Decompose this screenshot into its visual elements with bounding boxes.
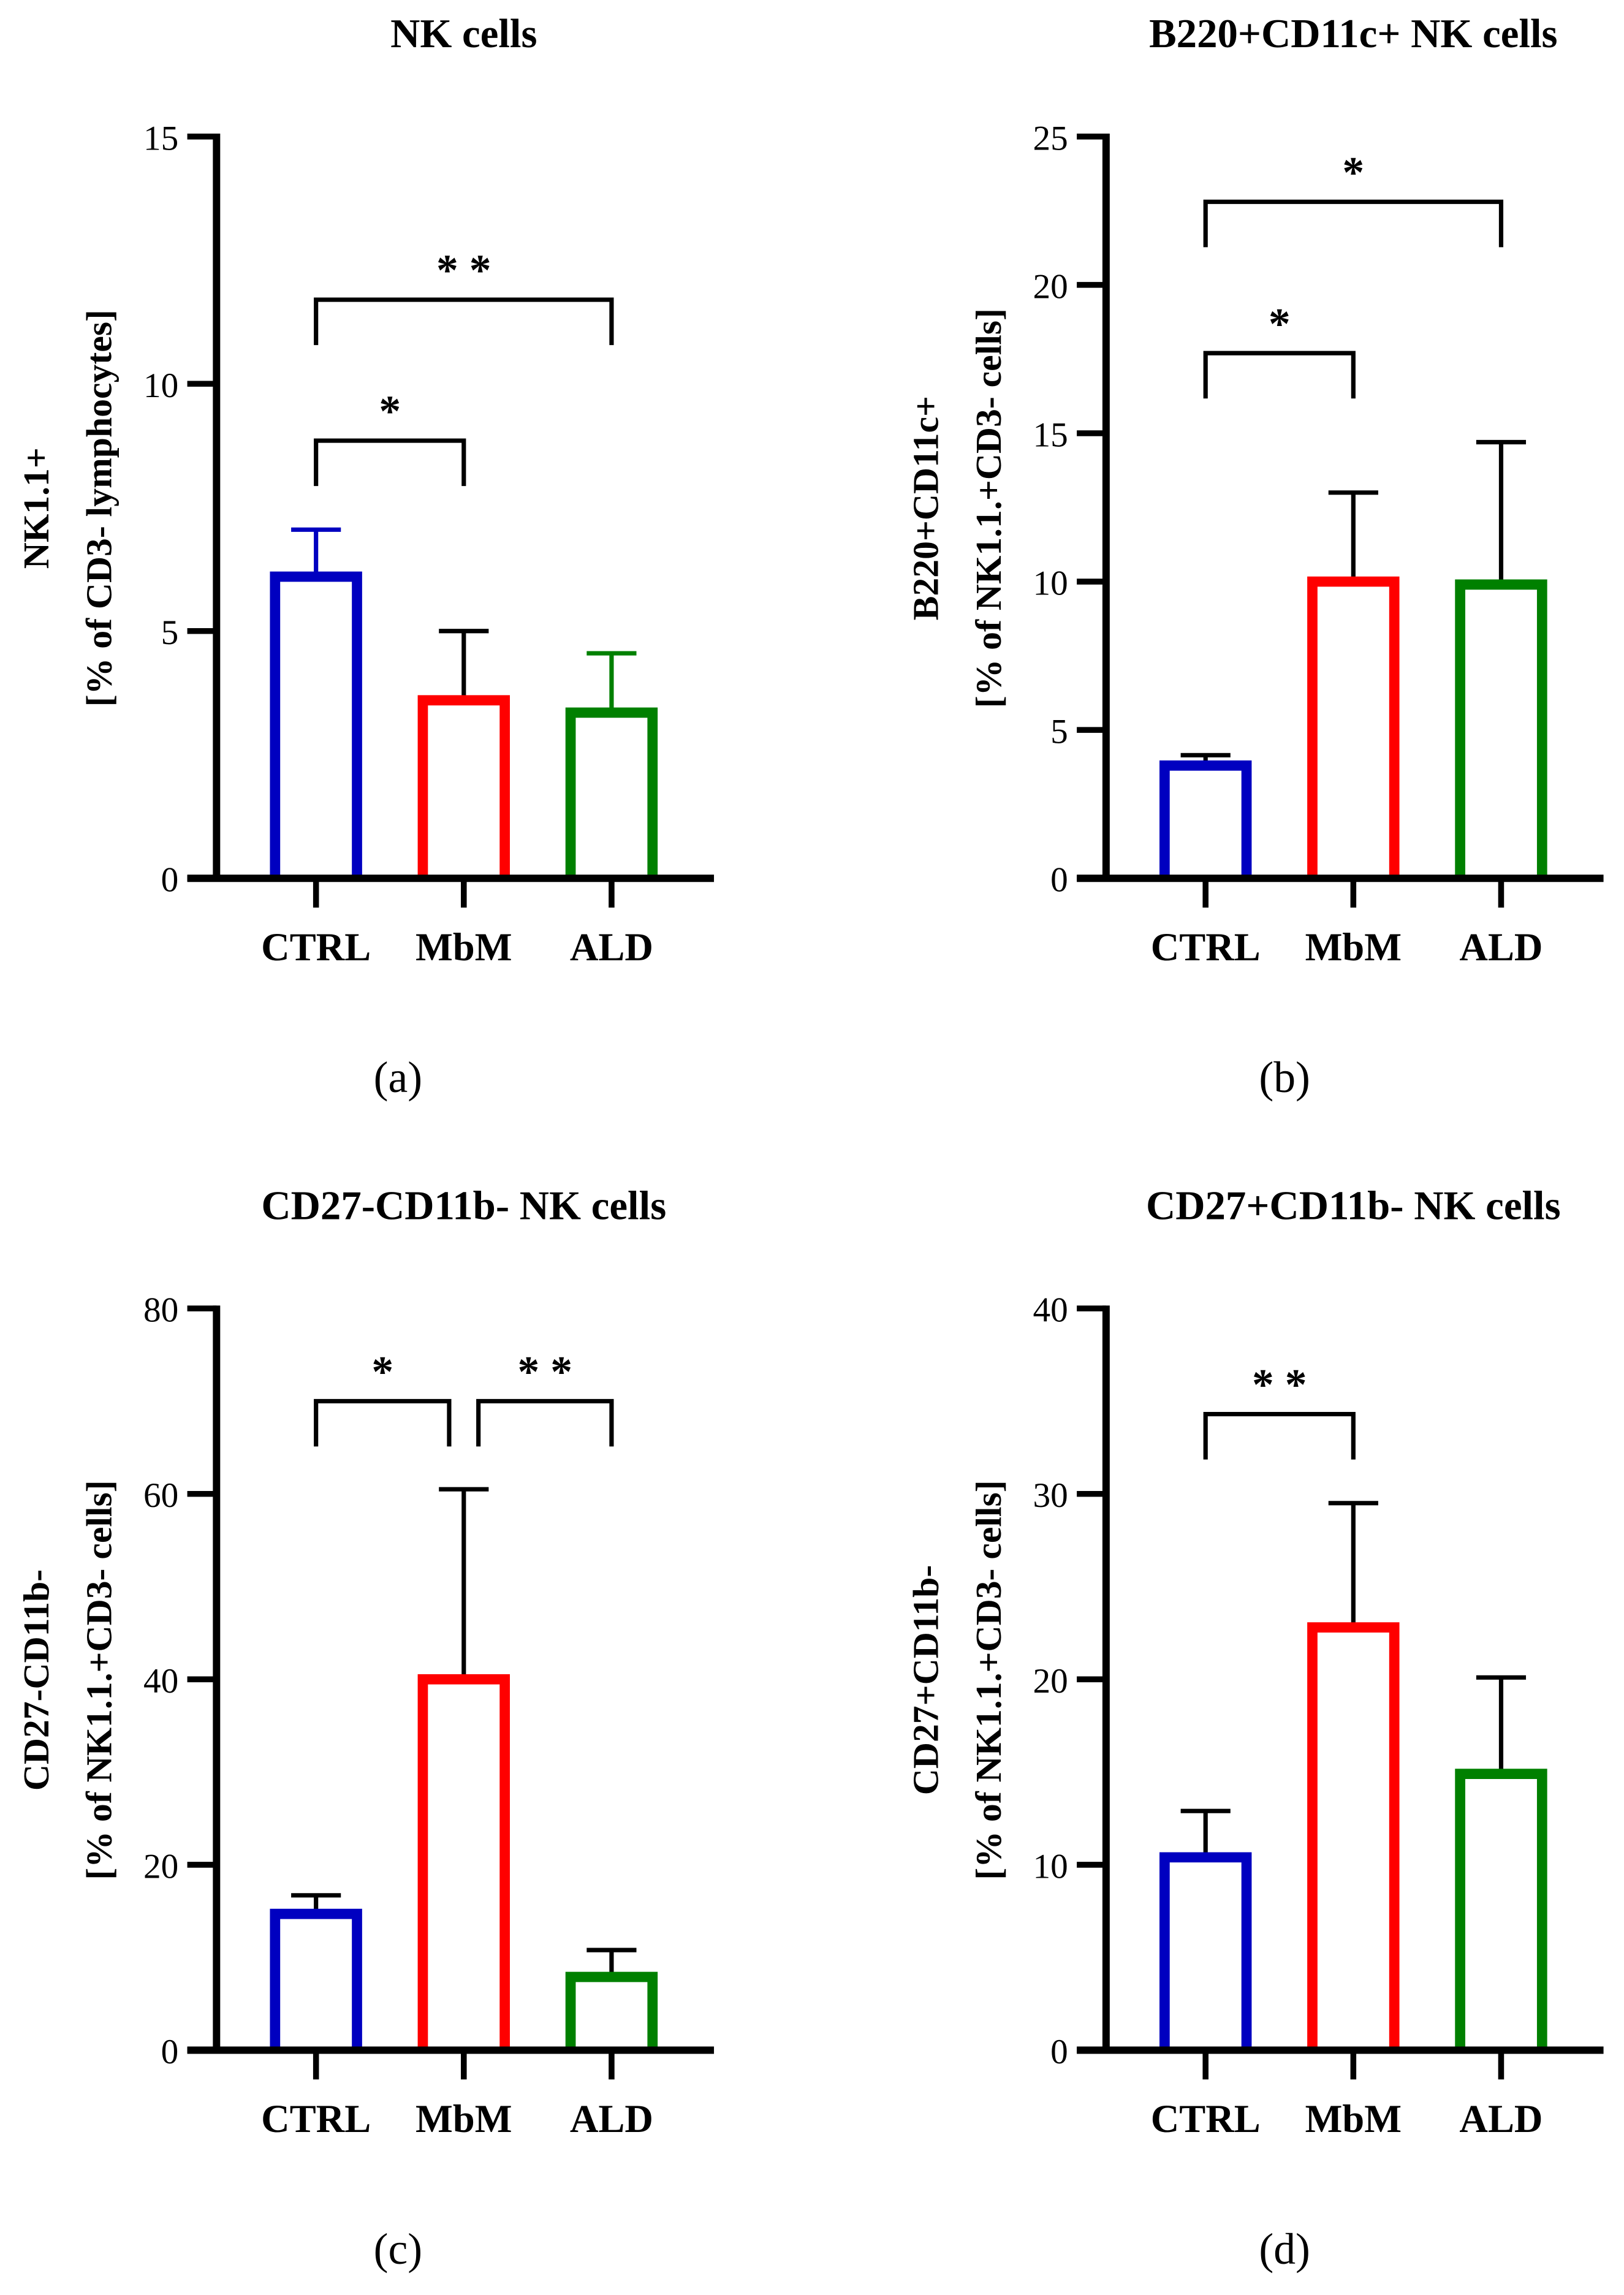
significance-bracket <box>1203 199 1504 248</box>
y-tick-label: 5 <box>1050 713 1068 751</box>
significance-label: * <box>1269 300 1291 348</box>
significance-label: * <box>371 1348 393 1397</box>
y-tick-label: 5 <box>161 613 179 652</box>
chart-title: CD27+CD11b- NK cells <box>1146 1183 1561 1228</box>
y-tick-label: 80 <box>143 1291 178 1330</box>
bar <box>270 571 362 879</box>
x-tick-label: CTRL <box>261 925 371 969</box>
significance-label: * <box>379 387 401 436</box>
panel-label: (a) <box>374 1053 422 1102</box>
y-tick-label: 60 <box>143 1476 178 1515</box>
bar <box>1159 760 1252 879</box>
y-axis-label: NK1.1+ [% of CD3- lymphocytes] <box>16 309 120 707</box>
bar <box>1455 1769 1547 2050</box>
y-axis-label-line: B220+CD11c+ <box>905 396 946 620</box>
bar <box>1307 1622 1400 2050</box>
y-axis-label-line: [% of CD3- lymphocytes] <box>78 309 119 707</box>
y-axis-label-line: [% of NK1.1.+CD3- cells] <box>968 308 1009 708</box>
y-tick-label: 0 <box>161 2033 179 2071</box>
y-tick-label: 25 <box>1033 119 1068 157</box>
bar <box>565 1971 658 2050</box>
y-tick-label: 15 <box>143 119 178 157</box>
significance-label: * * <box>436 246 491 295</box>
y-tick-label: 0 <box>161 861 179 900</box>
y-tick-label: 10 <box>1033 1847 1068 1886</box>
x-tick-label: ALD <box>1459 2097 1542 2141</box>
x-tick-label: MbM <box>1305 2097 1402 2141</box>
y-axis-label-line: NK1.1+ <box>16 447 56 569</box>
y-tick-label: 0 <box>1050 2033 1068 2071</box>
chart-title: NK cells <box>390 11 537 56</box>
bar <box>1455 579 1547 879</box>
panel-b: B220+CD11c+ NK cells B220+CD11c+ [% of NK1… <box>905 11 1604 1102</box>
panel-a: NK cells NK1.1+ [% of CD3- lymphocytes] 0 5 1… <box>16 11 715 1102</box>
significance-label: * * <box>1252 1361 1307 1409</box>
chart-title: B220+CD11c+ NK cells <box>1149 11 1557 56</box>
bar <box>1307 576 1400 879</box>
bar <box>1159 1852 1252 2050</box>
significance-bracket <box>314 438 466 487</box>
y-tick-label: 40 <box>143 1662 178 1701</box>
significance-bracket <box>1203 1412 1356 1460</box>
significance-bracket <box>1203 351 1356 399</box>
y-axis-label: CD27-CD11b- [% of NK1.1.+CD3- cells] <box>16 1480 120 1880</box>
y-tick-label: 10 <box>143 366 178 405</box>
bar <box>417 695 510 879</box>
x-tick-label: CTRL <box>261 2097 371 2141</box>
significance-bracket <box>314 1398 452 1447</box>
bar <box>565 707 658 879</box>
y-axis-label: CD27+CD11b- [% of NK1.1.+CD3- cells] <box>905 1480 1009 1880</box>
x-tick-label: CTRL <box>1151 925 1261 969</box>
y-tick-label: 20 <box>143 1847 178 1886</box>
y-axis-label-line: [% of NK1.1.+CD3- cells] <box>78 1480 119 1880</box>
y-tick-label: 30 <box>1033 1476 1068 1515</box>
significance-bracket <box>476 1398 614 1447</box>
chart-title: CD27-CD11b- NK cells <box>261 1183 666 1228</box>
y-tick-label: 20 <box>1033 267 1068 306</box>
y-tick-label: 40 <box>1033 1291 1068 1330</box>
bar <box>270 1908 362 2050</box>
y-axis-label-line: CD27+CD11b- <box>905 1565 946 1795</box>
bar <box>417 1674 510 2050</box>
x-tick-label: ALD <box>1459 925 1542 969</box>
panel-c: CD27-CD11b- NK cells CD27-CD11b- [% of NK1… <box>16 1183 715 2274</box>
significance-label: * <box>1342 148 1364 197</box>
x-tick-label: ALD <box>570 925 653 969</box>
x-tick-label: ALD <box>570 2097 653 2141</box>
y-axis-label: B220+CD11c+ [% of NK1.1.+CD3- cells] <box>905 308 1009 708</box>
x-tick-label: CTRL <box>1151 2097 1261 2141</box>
y-axis-label-line: [% of NK1.1.+CD3- cells] <box>968 1480 1009 1880</box>
panel-label: (c) <box>374 2225 422 2274</box>
x-tick-label: MbM <box>1305 925 1402 969</box>
panel-d: CD27+CD11b- NK cells CD27+CD11b- [% of NK1… <box>905 1183 1604 2274</box>
x-tick-label: MbM <box>415 925 512 969</box>
y-tick-label: 0 <box>1050 861 1068 900</box>
y-tick-label: 10 <box>1033 564 1068 603</box>
significance-bracket <box>314 297 614 346</box>
y-tick-label: 20 <box>1033 1662 1068 1701</box>
panel-label: (d) <box>1259 2225 1310 2274</box>
x-tick-label: MbM <box>415 2097 512 2141</box>
y-axis-label-line: CD27-CD11b- <box>16 1569 56 1791</box>
panel-label: (b) <box>1259 1053 1310 1102</box>
significance-label: * * <box>518 1348 573 1397</box>
y-tick-label: 15 <box>1033 415 1068 454</box>
